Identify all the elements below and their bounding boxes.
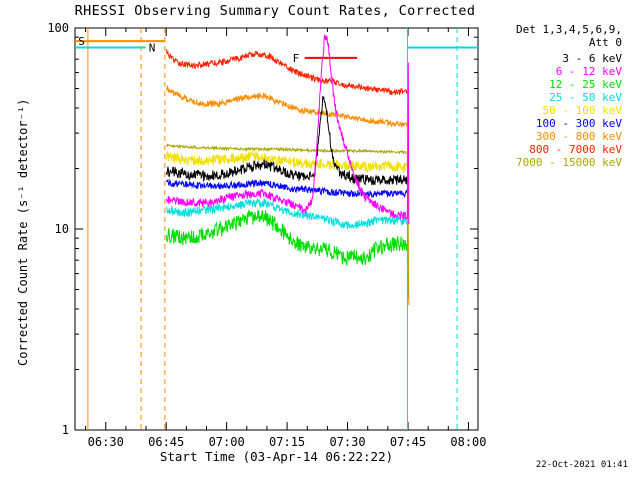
night-flag-label: N: [149, 41, 156, 54]
legend-item: 6 - 12 keV: [555, 65, 622, 78]
legend-item: 3 - 6 keV: [562, 52, 622, 65]
series-300-800-keV: [166, 84, 410, 306]
legend-detectors: Det 1,3,4,5,6,9,: [516, 23, 622, 36]
legend-item: 300 - 800 keV: [535, 130, 622, 143]
series-3-6-keV: [166, 95, 408, 186]
flare-flag-label: F: [293, 52, 300, 65]
saa-flag-label: S: [78, 35, 85, 48]
legend-item: 50 - 100 keV: [542, 104, 622, 117]
legend-item: 7000 - 15000 keV: [516, 156, 622, 169]
series-7000-15000-keV: [166, 143, 409, 299]
x-tick-label: 07:00: [209, 435, 245, 449]
legend-item: 12 - 25 keV: [549, 78, 622, 91]
y-axis-label: Corrected Count Rate (s⁻¹ detector⁻¹): [16, 98, 30, 366]
series-50-100-keV: [166, 150, 408, 174]
legend-attenuator: Att 0: [588, 36, 622, 49]
x-axis-label: Start Time (03-Apr-14 06:22:22): [159, 449, 394, 464]
x-tick-label: 07:30: [329, 435, 365, 449]
y-tick-label: 10: [55, 222, 69, 236]
x-tick-label: 08:00: [450, 435, 486, 449]
y-tick-label: 1: [62, 423, 69, 437]
series-6-12-keV: [166, 33, 410, 225]
x-tick-label: 07:15: [269, 435, 305, 449]
series-12-25-keV: [166, 209, 408, 266]
x-tick-label: 07:45: [390, 435, 426, 449]
chart-title: RHESSI Observing Summary Count Rates, Co…: [74, 3, 476, 19]
legend-item: 25 - 50 keV: [549, 91, 622, 104]
y-tick-label: 100: [47, 21, 69, 35]
creation-timestamp: 22-Oct-2021 01:41: [535, 460, 628, 470]
series-100-300-keV: [166, 178, 408, 199]
legend: Det 1,3,4,5,6,9, Att 0 3 - 6 keV 6 - 12 k…: [468, 23, 622, 169]
series-25-50-keV: [166, 198, 408, 230]
legend-item: 800 - 7000 keV: [529, 143, 622, 156]
legend-items: 3 - 6 keV 6 - 12 keV 12 - 25 keV 25 - 50 ke…: [468, 52, 622, 169]
x-tick-label: 06:30: [88, 435, 124, 449]
series-800-7000-keV: [166, 49, 408, 96]
x-tick-label: 06:45: [148, 435, 184, 449]
legend-item: 100 - 300 keV: [535, 117, 622, 130]
